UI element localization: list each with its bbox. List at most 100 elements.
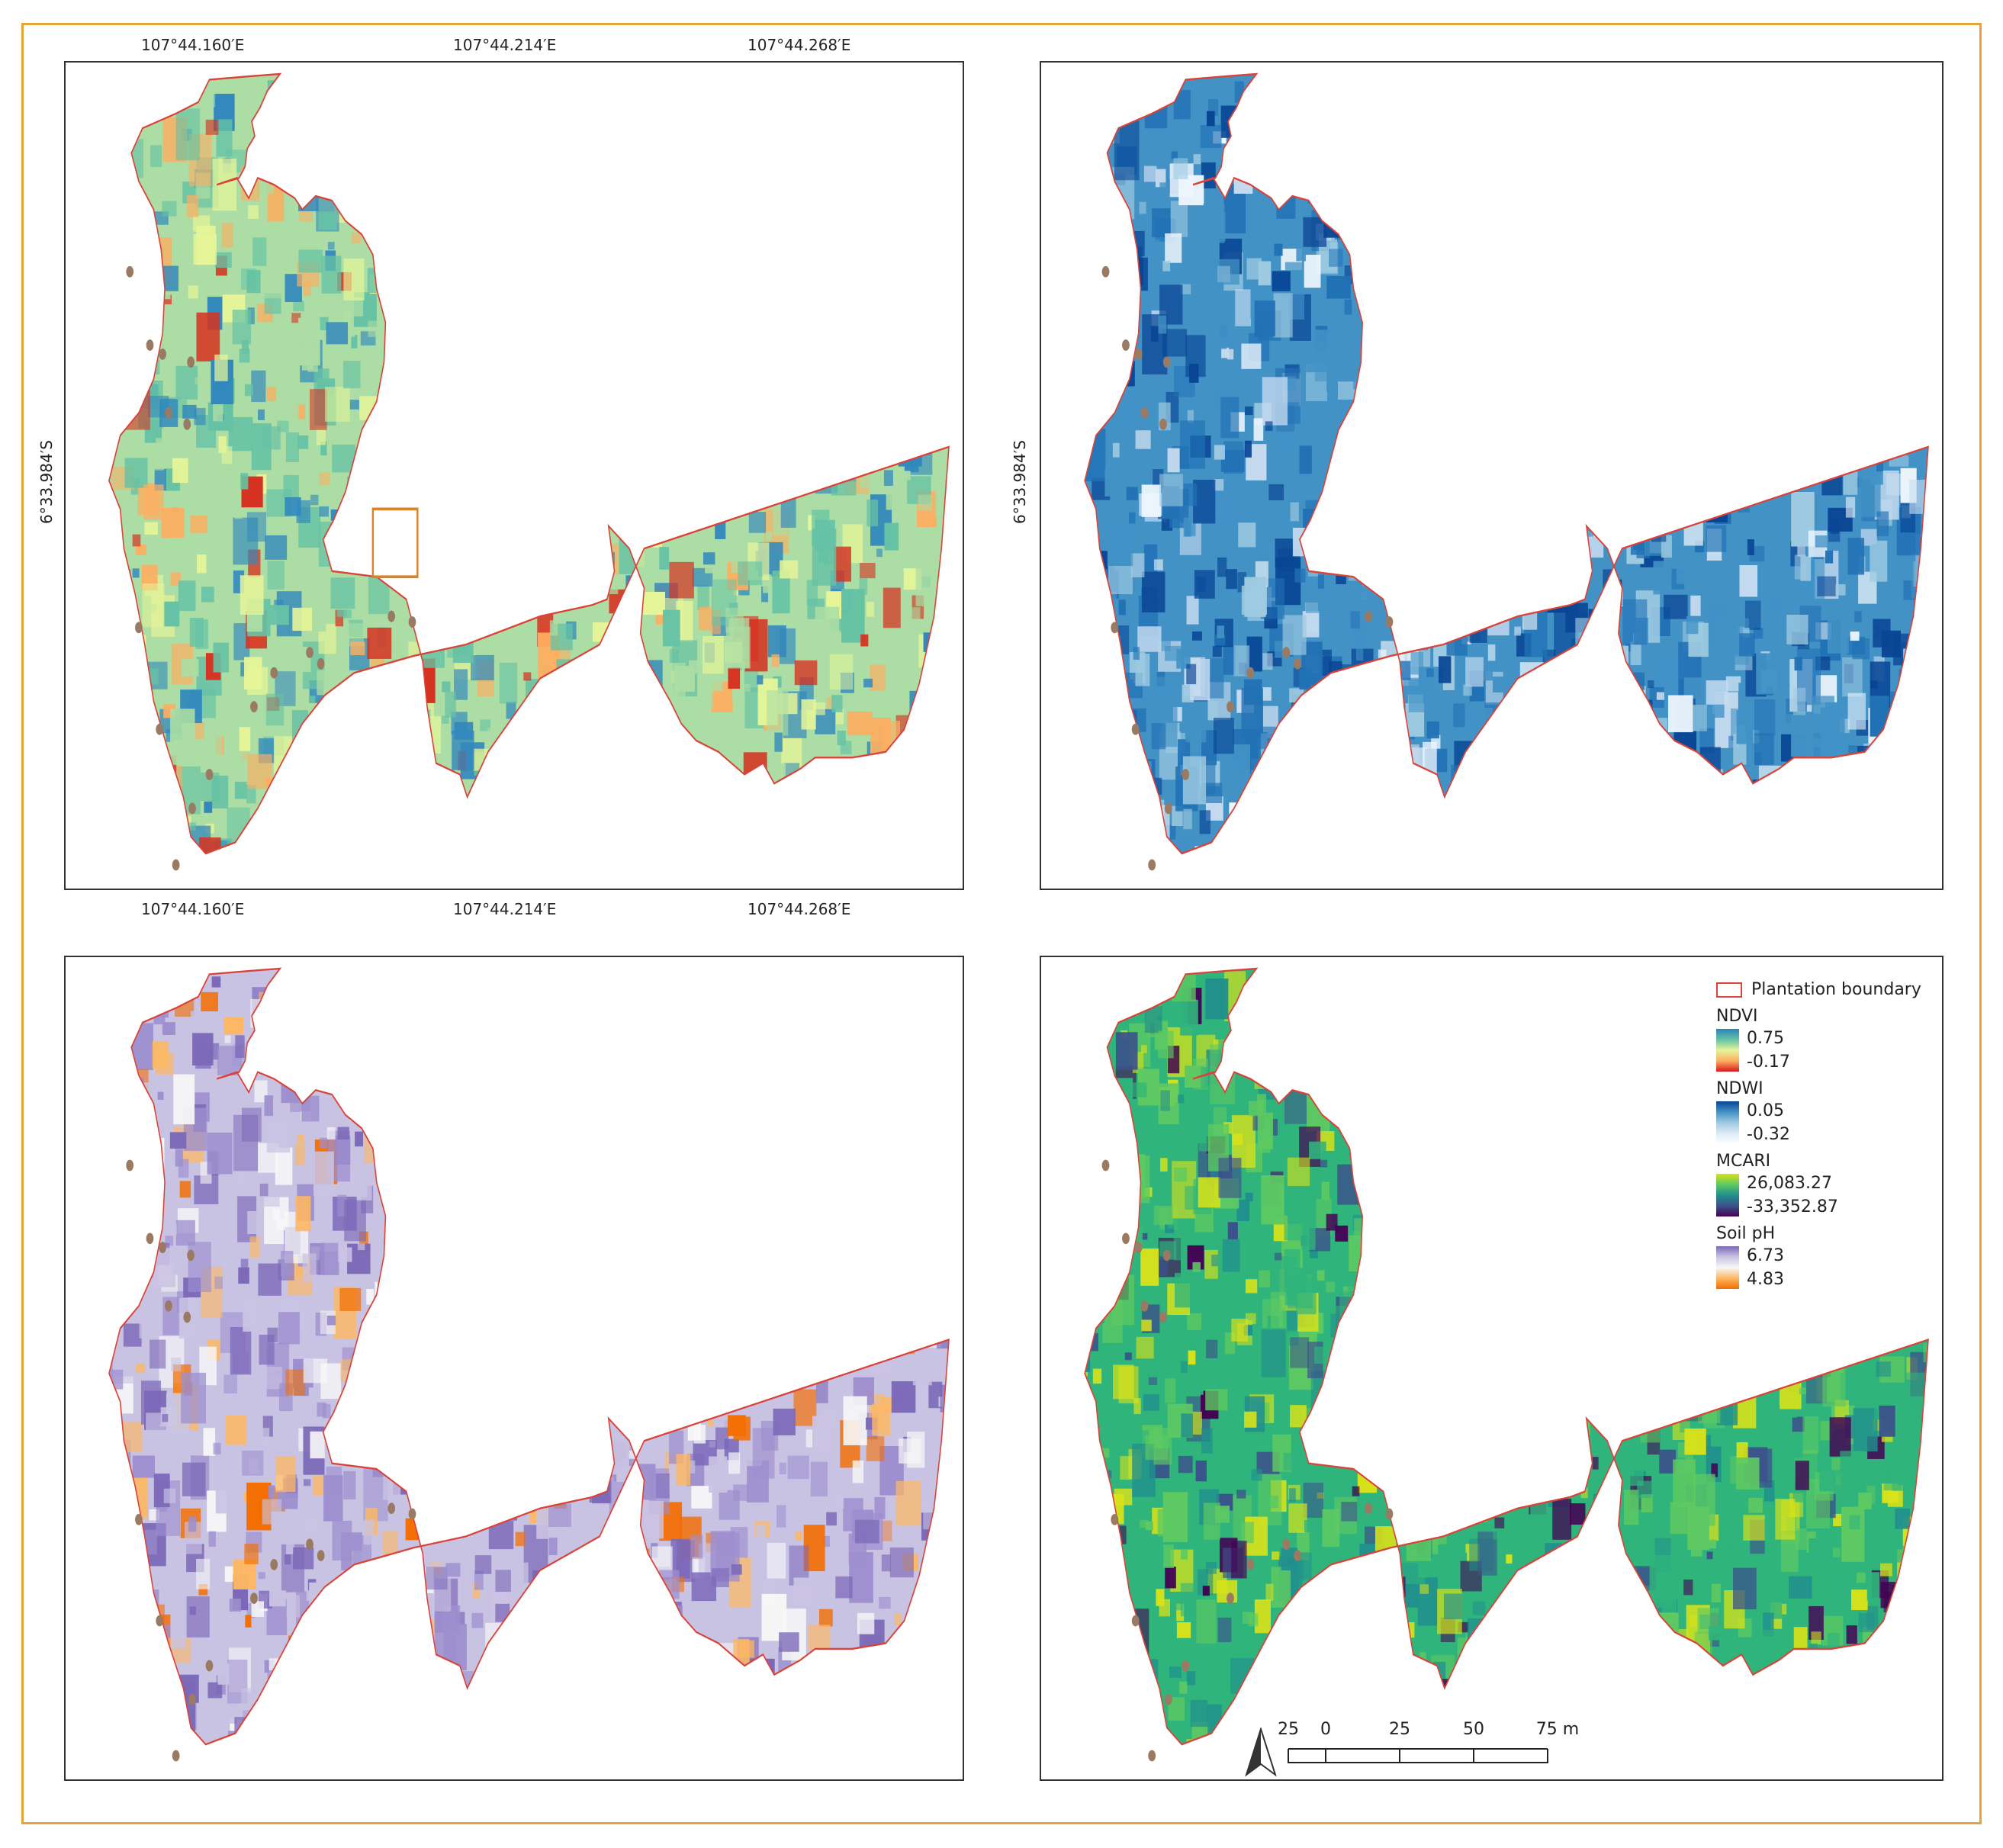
scale-label-5: 75 m [1535, 1720, 1580, 1739]
sample-point [146, 1233, 154, 1245]
top-lon-label-1: 107°44.160′E [141, 36, 245, 54]
scale-label-3: 25 [1389, 1720, 1410, 1739]
figure-frame [21, 23, 1982, 1824]
sample-point [1101, 1159, 1110, 1171]
sample-point [1111, 622, 1119, 634]
ndwi-map [1084, 72, 1929, 871]
sample-point [1246, 667, 1255, 679]
sample-point [408, 616, 416, 628]
sample-point [146, 339, 154, 351]
top-lon-label-2: 107°44.214′E [453, 36, 557, 54]
mcari-map [1084, 967, 1929, 1762]
legend-item-ndwi: NDWI 0.05 -0.32 [1716, 1079, 1937, 1144]
sample-point [270, 667, 278, 679]
legend-min: -33,352.87 [1747, 1197, 1838, 1216]
sample-point [172, 859, 180, 871]
map-panel-soil-ph [64, 956, 964, 1781]
sample-point [1159, 1311, 1167, 1323]
scale-label-1: 25 [1278, 1720, 1299, 1739]
sample-point [1101, 265, 1110, 278]
sample-point [306, 1538, 313, 1551]
legend-title: MCARI [1716, 1152, 1771, 1171]
legend-min: 4.83 [1747, 1270, 1784, 1289]
sample-point [306, 647, 313, 658]
bottom-lon-label-3: 107°44.268′E [748, 900, 851, 918]
sample-point [1122, 339, 1130, 351]
legend-item-ndvi: NDVI 0.75 -0.17 [1716, 1007, 1937, 1072]
legend-min: -0.32 [1747, 1125, 1790, 1144]
sample-point [250, 701, 258, 713]
soil-ph-map [108, 967, 950, 1762]
sample-point [387, 1503, 396, 1515]
legend-max: 0.05 [1747, 1101, 1784, 1120]
sample-point [135, 1514, 143, 1525]
sample-point [1162, 1249, 1171, 1261]
sample-point [1162, 356, 1171, 368]
sample-point [317, 1550, 325, 1561]
legend-min: -0.17 [1747, 1053, 1790, 1072]
sample-point [1140, 1300, 1149, 1312]
sample-point [1140, 407, 1149, 419]
legend-item-mcari: MCARI 26,083.27 -33,352.87 [1716, 1152, 1937, 1216]
sample-point [1148, 1750, 1156, 1762]
bottom-lon-label-1: 107°44.160′E [141, 900, 245, 918]
legend-title: Soil pH [1716, 1224, 1776, 1243]
sample-point [1365, 1503, 1372, 1515]
color-ramp [1716, 1246, 1739, 1289]
color-ramp [1716, 1101, 1739, 1144]
sample-point [188, 802, 196, 815]
sample-point [1131, 723, 1140, 735]
top-lon-label-3: 107°44.268′E [748, 36, 851, 54]
legend-title: NDVI [1716, 1007, 1758, 1026]
legend-title: NDWI [1716, 1079, 1763, 1098]
boundary-legend-label: Plantation boundary [1751, 980, 1921, 999]
sample-point [1294, 1550, 1301, 1561]
color-ramp [1716, 1174, 1739, 1216]
sample-point [159, 348, 166, 360]
legend-max: 0.75 [1747, 1029, 1784, 1048]
map-panel-ndwi [1040, 61, 1944, 890]
highlight-box [371, 507, 419, 579]
sample-point [1134, 1242, 1143, 1253]
sample-point [250, 1592, 258, 1604]
sample-point [1148, 859, 1156, 871]
map-panel-ndvi [64, 61, 964, 890]
sample-point [126, 1159, 134, 1171]
sample-point [187, 356, 195, 368]
sample-point [1282, 1538, 1291, 1551]
map-panel-mcari: Plantation boundary NDVI 0.75 -0.17 NDWI 0.0… [1040, 956, 1944, 1781]
color-ramp [1716, 1029, 1739, 1072]
sample-point [1182, 769, 1190, 780]
sample-point [1227, 701, 1234, 713]
sample-point [183, 1311, 191, 1323]
sample-point [1122, 1233, 1130, 1245]
sample-point [187, 1249, 195, 1261]
sample-point [1164, 1693, 1172, 1705]
sample-point [1282, 647, 1291, 658]
sample-point [408, 1508, 416, 1520]
legend-item-soil-ph: Soil pH 6.73 4.83 [1716, 1224, 1937, 1289]
sample-point [205, 769, 214, 780]
sample-point [1111, 1514, 1119, 1525]
sample-point [1159, 418, 1167, 430]
sample-point [1182, 1660, 1190, 1672]
scale-label-4: 50 [1463, 1720, 1484, 1739]
sample-point [165, 1300, 172, 1312]
sample-point [317, 657, 325, 670]
sample-point [172, 1750, 180, 1762]
sample-point [156, 1615, 164, 1627]
sample-point [205, 1660, 214, 1672]
sample-point [1227, 1592, 1234, 1604]
sample-point [1294, 657, 1301, 670]
legend-max: 6.73 [1747, 1246, 1784, 1265]
sample-point [1385, 1508, 1394, 1520]
sample-point [270, 1559, 278, 1570]
sample-point [183, 418, 191, 430]
sample-point [159, 1242, 166, 1253]
sample-point [135, 622, 143, 634]
boundary-swatch [1716, 982, 1742, 998]
sample-point [1134, 348, 1143, 360]
sample-point [126, 265, 134, 278]
left-lat-label: 6°33.984′S [37, 440, 56, 524]
sample-point [165, 407, 172, 419]
